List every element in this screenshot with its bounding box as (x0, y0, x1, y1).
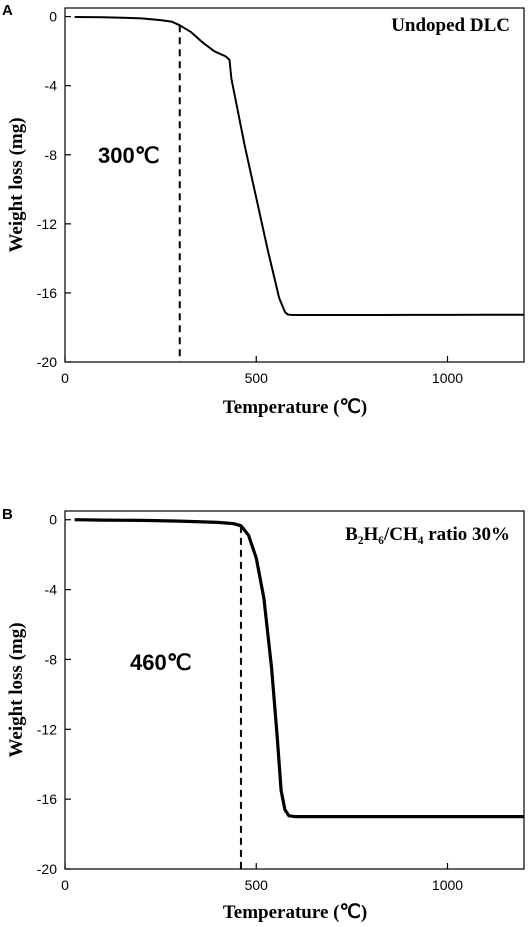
panel-a-letter: A (2, 2, 13, 19)
panel-b-letter: B (2, 506, 13, 523)
panel-b-series-label: B₂H₆/CH₄ ratio 30% (345, 524, 510, 545)
panel-a-y-axis-title: Weight loss (mg) (6, 117, 27, 252)
panel-b: B 0 -4 -8 -12 -16 -20 0 500 1000 B₂H₆/CH₄ ratio… (2, 506, 525, 923)
panel-b-y-tick-label: 0 (49, 512, 57, 528)
panel-a-x-axis-title: Temperature (℃) (223, 397, 367, 418)
panel-b-x-tick-label: 500 (245, 877, 269, 893)
panel-b-onset-label: 460℃ (130, 650, 191, 675)
panel-a-y-tick-label: -16 (37, 285, 57, 301)
panel-a-y-tick-label: -8 (45, 147, 58, 163)
panel-b-x-ticks: 0 500 1000 (61, 863, 463, 893)
panel-b-y-tick-label: -16 (37, 791, 57, 807)
panel-b-y-tick-label: -12 (37, 721, 57, 737)
panel-b-y-ticks: 0 -4 -8 -12 -16 -20 (37, 512, 71, 877)
panel-a: A 0 -4 -8 -12 -16 -20 0 500 1000 Undoped DLC 30… (2, 2, 525, 418)
panel-a-x-ticks: 0 500 1000 (61, 356, 463, 386)
panel-a-y-tick-label: -20 (37, 354, 57, 370)
panel-b-y-tick-label: -8 (45, 651, 58, 667)
panel-a-y-tick-label: -4 (45, 78, 58, 94)
panel-a-plot-frame (64, 7, 525, 363)
panel-a-onset-label: 300℃ (98, 143, 159, 168)
panel-a-x-tick-label: 1000 (432, 370, 463, 386)
panel-b-x-tick-label: 0 (61, 877, 69, 893)
panel-a-series-line (74, 16, 524, 316)
panel-b-y-tick-label: -4 (45, 582, 58, 598)
panel-a-x-tick-label: 500 (245, 370, 269, 386)
panel-b-x-axis-title: Temperature (℃) (223, 902, 367, 923)
panel-b-plot-frame (64, 510, 525, 870)
panel-a-y-tick-label: -12 (37, 216, 57, 232)
panel-a-series-label: Undoped DLC (391, 15, 510, 36)
panel-a-x-tick-label: 0 (61, 370, 69, 386)
panel-a-y-ticks: 0 -4 -8 -12 -16 -20 (37, 9, 71, 370)
panel-b-y-tick-label: -20 (37, 861, 57, 877)
panel-b-series-line (74, 518, 524, 819)
panel-b-y-axis-title: Weight loss (mg) (6, 622, 27, 757)
panel-b-x-tick-label: 1000 (432, 877, 463, 893)
panel-a-y-tick-label: 0 (49, 9, 57, 25)
